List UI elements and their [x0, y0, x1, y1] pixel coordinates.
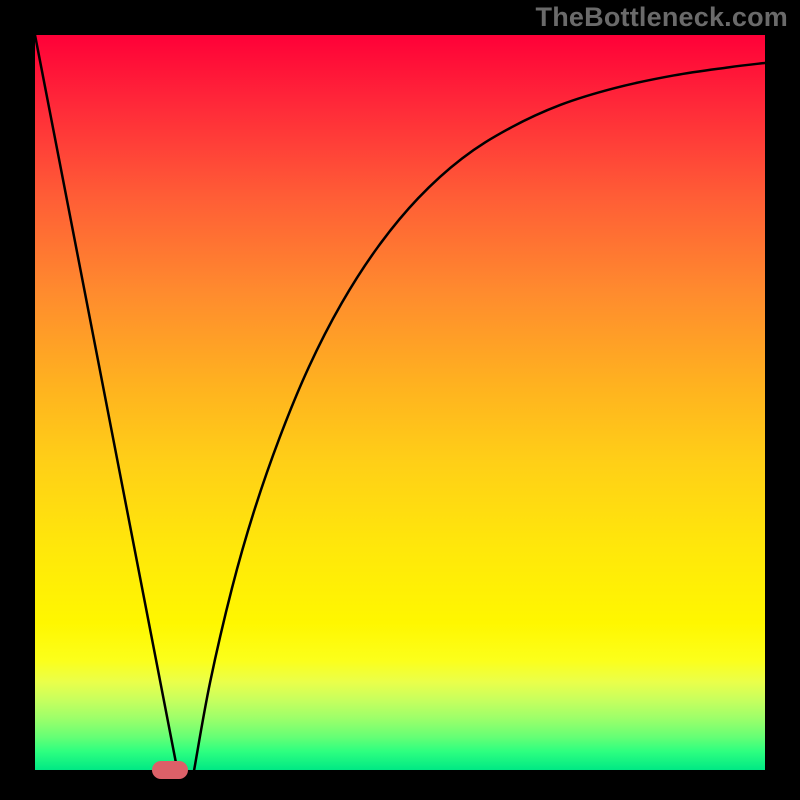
plot-area — [35, 35, 765, 770]
watermark-text: TheBottleneck.com — [536, 2, 788, 33]
optimal-marker — [152, 761, 188, 779]
chart-frame: TheBottleneck.com — [0, 0, 800, 800]
bottleneck-curve — [35, 35, 765, 770]
